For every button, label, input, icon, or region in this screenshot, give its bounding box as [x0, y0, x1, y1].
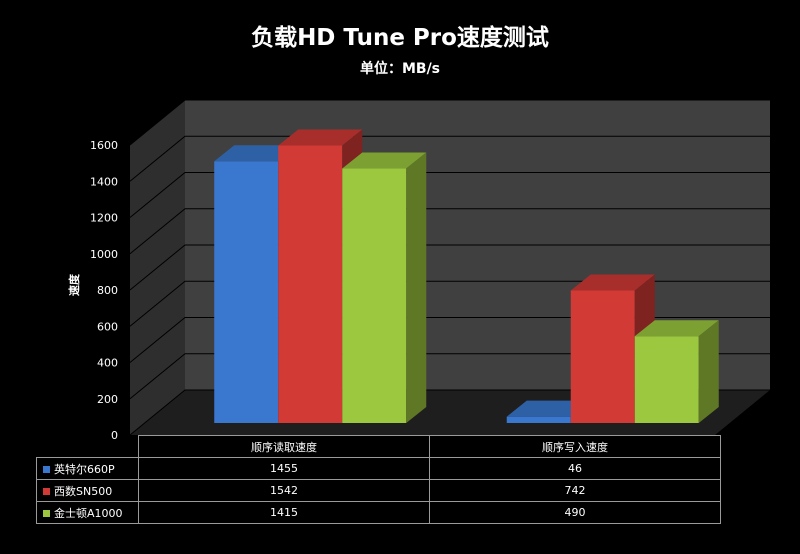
bar-top [570, 274, 655, 291]
bar [342, 168, 407, 423]
y-tick-label: 800 [97, 284, 118, 297]
bar-top [214, 145, 299, 162]
bar-side [698, 320, 719, 423]
series-name: 英特尔660P [54, 462, 115, 476]
series-name: 西数SN500 [54, 484, 113, 498]
bar-top [506, 400, 591, 417]
legend-swatch [42, 487, 51, 496]
y-tick-label: 1400 [90, 175, 118, 188]
bar-top [278, 129, 363, 146]
bar-top [634, 320, 719, 337]
data-cell: 46 [429, 457, 721, 480]
bar [506, 416, 571, 423]
y-tick-label: 0 [111, 429, 118, 442]
data-cell: 1455 [138, 457, 430, 480]
y-tick-label: 1600 [90, 139, 118, 152]
series-name: 金士顿A1000 [54, 506, 123, 520]
bar [214, 161, 279, 423]
gridline [129, 244, 770, 291]
category-header-write: 顺序写入速度 [429, 435, 721, 458]
data-cell: 1542 [138, 479, 430, 502]
data-cell: 742 [429, 479, 721, 502]
data-cell: 1415 [138, 501, 430, 524]
bar [634, 336, 699, 423]
data-table-header-row: 顺序读取速度 顺序写入速度 [37, 435, 721, 458]
y-tick-label: 200 [97, 393, 118, 406]
legend-swatch [42, 509, 51, 518]
bar-side [406, 152, 427, 423]
gridline [129, 280, 770, 327]
gridline [129, 208, 770, 255]
data-cell: 490 [429, 501, 721, 524]
y-tick-label: 1200 [90, 212, 118, 225]
gridline [129, 135, 770, 182]
gridline [129, 172, 770, 218]
y-tick-label: 400 [97, 357, 118, 370]
bar [278, 145, 343, 423]
bar [570, 290, 635, 423]
y-axis-label: 速度 [68, 274, 81, 296]
gridline [129, 99, 770, 146]
chart-subtitle: 单位：MB/s [359, 61, 441, 77]
category-header-read: 顺序读取速度 [138, 435, 430, 458]
data-table: 顺序读取速度 顺序写入速度 英特尔660P 1455 46 西数SN500 15… [36, 435, 721, 524]
chart-title: 负载HD Tune Pro速度测试 [251, 25, 549, 51]
bar-top [342, 152, 427, 169]
table-row: 英特尔660P 1455 46 [36, 457, 721, 480]
y-tick-label: 600 [97, 320, 118, 333]
table-row: 西数SN500 1542 742 [36, 479, 721, 502]
table-row: 金士顿A1000 1415 490 [36, 501, 721, 524]
y-tick-label: 1000 [90, 248, 118, 261]
legend-swatch [42, 465, 51, 474]
